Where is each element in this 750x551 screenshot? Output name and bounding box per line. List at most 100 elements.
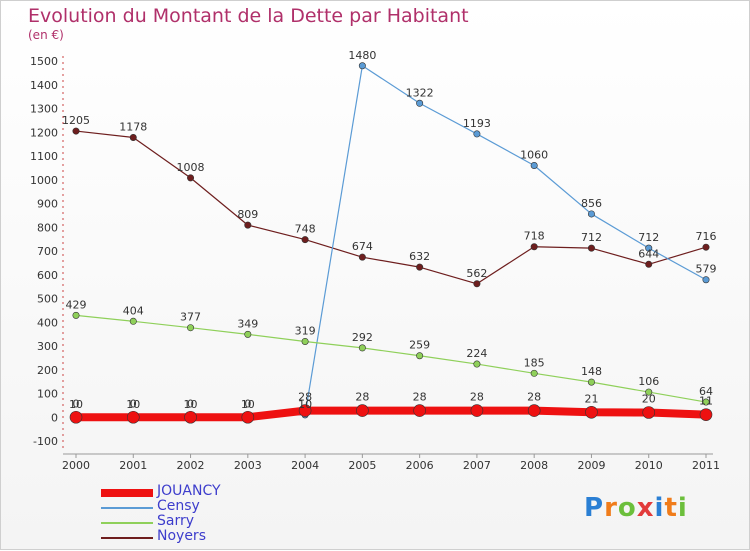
data-point-noyers (129, 133, 137, 141)
chart-data-labels: 1205 1178 1008 809 748 674 632 562 718 712 644 716 1… (62, 49, 717, 411)
series-line-censy (75, 65, 707, 416)
data-label-jouancy: 0 (244, 397, 251, 410)
data-point-sarry (301, 337, 309, 345)
data-point-noyers (301, 236, 309, 244)
data-point-noyers (645, 260, 653, 268)
data-point-sarry (244, 330, 252, 338)
data-label-jouancy: 0 (130, 397, 137, 410)
data-point-sarry (702, 398, 710, 406)
data-point-sarry (416, 352, 424, 360)
data-point-sarry (645, 388, 653, 396)
data-label-jouancy: 28 (527, 391, 541, 404)
data-label-censy: 856 (581, 197, 602, 210)
legend-swatch-sarry (101, 522, 153, 524)
legend-swatch-jouancy (101, 489, 153, 497)
data-point-jouancy (585, 405, 598, 419)
data-point-jouancy (413, 404, 426, 417)
data-point-censy (473, 130, 481, 138)
data-label-sarry: 429 (66, 298, 87, 311)
data-label-noyers: 1178 (119, 120, 147, 133)
data-label-censy: 1060 (520, 149, 548, 162)
data-point-jouancy (184, 410, 197, 424)
series-line-jouancy (72, 406, 710, 422)
data-label-jouancy: 28 (298, 391, 312, 404)
data-point-noyers (473, 280, 481, 288)
data-point-jouancy (527, 404, 541, 417)
y-tick-label: 800 (37, 221, 58, 234)
data-label-jouancy: 21 (584, 392, 598, 405)
data-label-sarry: 319 (295, 324, 316, 337)
data-point-noyers (587, 244, 595, 252)
y-tick-label: 500 (37, 293, 58, 306)
data-point-noyers (244, 221, 252, 229)
data-label-censy: 10 (241, 398, 255, 411)
legend-label-jouancy: JOUANCY (157, 483, 221, 499)
data-point-sarry (129, 317, 137, 325)
series-line-sarry (75, 314, 707, 403)
y-tick-label: 1300 (30, 103, 58, 116)
data-label-censy: 10 (126, 398, 140, 411)
x-tick-label: 2004 (291, 459, 319, 472)
data-label-noyers: 716 (696, 230, 717, 243)
x-tick-label: 2010 (635, 459, 663, 472)
y-tick-label: 1500 (30, 55, 58, 68)
data-point-jouancy (699, 408, 713, 421)
chart-title: Evolution du Montant de la Dette par Hab… (28, 5, 469, 27)
data-point-sarry (473, 360, 481, 368)
data-point-noyers (72, 127, 80, 135)
legend-swatch-noyers (101, 537, 153, 539)
y-tick-label: 200 (37, 364, 58, 377)
data-label-sarry: 377 (180, 311, 201, 324)
legend-label-censy: Censy (157, 498, 200, 514)
data-point-sarry (358, 344, 366, 352)
data-label-sarry: 404 (123, 304, 144, 317)
data-point-sarry (187, 324, 195, 332)
data-label-jouancy: 0 (73, 397, 80, 410)
data-label-sarry: 224 (466, 347, 487, 360)
data-point-censy (358, 62, 366, 70)
data-label-censy: 10 (184, 398, 198, 411)
legend-swatch-censy (101, 507, 153, 509)
data-label-censy: 1480 (348, 49, 376, 62)
data-label-noyers: 644 (638, 247, 659, 260)
data-label-censy: 712 (638, 231, 659, 244)
data-label-jouancy: 28 (413, 391, 427, 404)
data-label-censy: 10 (69, 398, 83, 411)
x-tick-label: 2005 (348, 459, 376, 472)
data-label-censy: 10 (298, 398, 312, 411)
data-point-noyers (416, 263, 424, 271)
data-point-sarry (72, 311, 80, 319)
data-point-jouancy (69, 410, 83, 424)
data-point-sarry (530, 369, 538, 377)
data-label-noyers: 712 (581, 231, 602, 244)
data-label-jouancy: 0 (187, 397, 194, 410)
x-tick-label: 2006 (406, 459, 434, 472)
data-point-noyers (358, 253, 366, 261)
data-label-jouancy: 28 (470, 391, 484, 404)
data-label-sarry: 64 (699, 385, 713, 398)
y-tick-label: 1000 (30, 174, 58, 187)
y-tick-label: 600 (37, 269, 58, 282)
y-tick-label: 400 (37, 316, 58, 329)
data-point-censy (416, 99, 424, 107)
data-label-noyers: 674 (352, 240, 373, 253)
data-point-noyers (530, 243, 538, 251)
data-label-noyers: 632 (409, 250, 430, 263)
chart-axes: -100010020030040050060070080090010001100… (30, 55, 720, 472)
data-point-jouancy (642, 406, 656, 419)
data-point-jouancy (126, 410, 140, 424)
data-label-censy: 1193 (463, 117, 491, 130)
y-tick-label: 1200 (30, 126, 58, 139)
data-label-noyers: 748 (295, 223, 316, 236)
series-line-noyers (75, 130, 707, 285)
data-label-noyers: 718 (524, 230, 545, 243)
data-point-censy (645, 244, 653, 252)
legend-label-sarry: Sarry (157, 513, 195, 529)
chart-series (69, 62, 713, 424)
data-label-censy: 579 (696, 263, 717, 276)
data-point-jouancy (356, 404, 369, 417)
x-tick-label: 2008 (520, 459, 548, 472)
data-label-sarry: 185 (524, 356, 545, 369)
